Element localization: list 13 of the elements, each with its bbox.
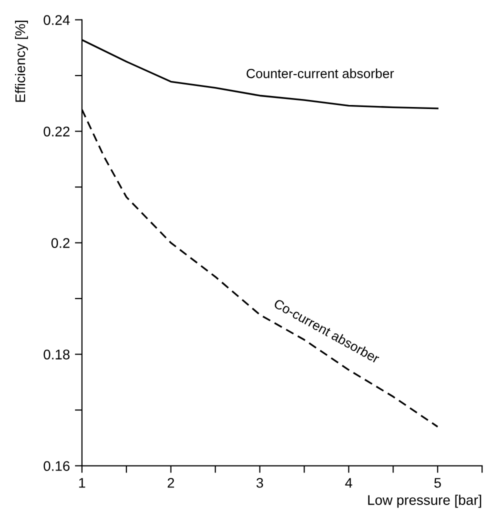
y-tick-label: 0.24 xyxy=(44,15,70,25)
y-tick-label: 0.2 xyxy=(51,238,70,248)
x-tick-label: 2 xyxy=(168,478,174,488)
x-tick-label: 4 xyxy=(345,478,352,488)
y-tick-label: 0.16 xyxy=(44,461,70,471)
x-tick-label: 5 xyxy=(434,478,441,488)
annotation: Counter-current absorber xyxy=(246,68,394,78)
y-tick-label: 0.18 xyxy=(44,350,70,360)
x-axis-title: Low pressure [bar] xyxy=(368,494,482,508)
x-tick-label: 3 xyxy=(256,478,264,488)
x-tick-label: 1 xyxy=(79,478,86,488)
y-axis-title: Efficiency [%] xyxy=(15,20,28,102)
y-tick-label: 0.22 xyxy=(44,126,70,136)
